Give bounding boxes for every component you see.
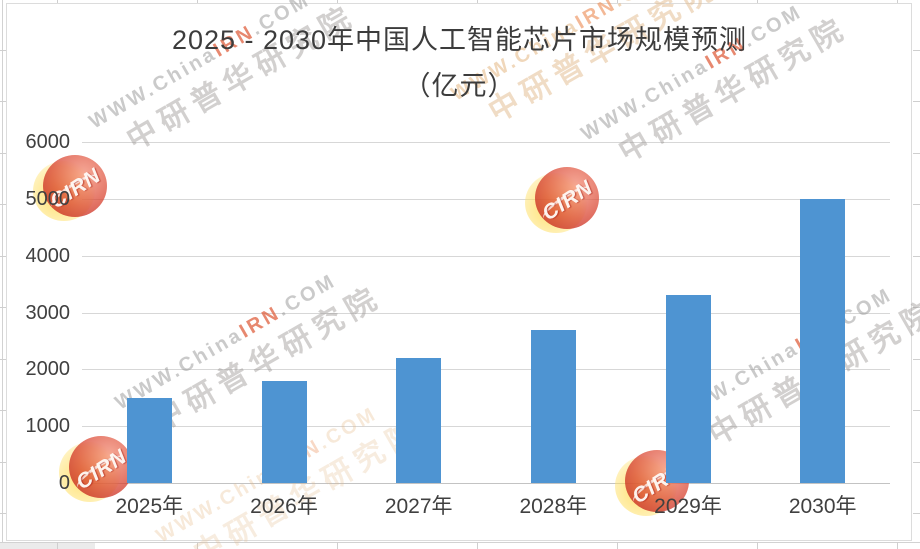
gridline	[82, 426, 890, 428]
sheet-row-border-tick	[0, 204, 8, 205]
gridline	[82, 198, 890, 200]
sheet-row-border-tick	[0, 462, 8, 463]
sheet-column-border-tick	[617, 542, 618, 549]
sheet-row-border-tick	[913, 513, 920, 514]
sheet-row-border-tick	[0, 50, 8, 51]
sheet-column-border-tick	[477, 542, 478, 549]
x-axis-label: 2029年	[654, 495, 722, 518]
sheet-column-border-tick	[617, 0, 618, 3]
y-axis-label: 0	[58, 472, 70, 494]
sheet-row-border-tick	[0, 153, 8, 154]
sheet-row-border-tick	[0, 513, 8, 514]
sheet-row-border-tick	[0, 307, 8, 308]
sheet-row-border-tick	[0, 101, 8, 102]
sheet-gridline-left	[2, 0, 3, 549]
sheet-row-border-tick	[913, 153, 920, 154]
y-axis-label: 1000	[25, 415, 71, 438]
gridline	[82, 255, 890, 257]
sheet-column-border-tick	[337, 0, 338, 3]
chart-title: 2025 - 2030年中国人工智能芯片市场规模预测 （亿元）	[6, 17, 913, 109]
chart-title-line2: （亿元）	[403, 71, 516, 101]
sheet-column-border-tick	[897, 0, 898, 3]
x-axis-label: 2025年	[115, 495, 184, 518]
sheet-column-border-tick	[57, 542, 58, 549]
x-axis-label: 2026年	[250, 495, 318, 518]
chart-title-line1: 2025 - 2030年中国人工智能芯片市场规模预测	[171, 25, 748, 55]
sheet-partial-cell	[0, 543, 95, 549]
sheet-row-border-tick	[0, 256, 8, 257]
x-axis-label: 2027年	[384, 495, 453, 518]
y-axis-label: 3000	[25, 301, 71, 324]
sheet-row-border-tick	[913, 359, 920, 360]
sheet-row-border-tick	[913, 50, 920, 51]
sheet-column-border-tick	[197, 0, 198, 3]
bar[interactable]	[800, 198, 846, 483]
x-axis-label: 2028年	[519, 495, 588, 518]
x-axis-label: 2030年	[788, 495, 857, 518]
bar[interactable]	[530, 329, 576, 483]
sheet-column-border-tick	[197, 542, 198, 549]
bar[interactable]	[126, 397, 172, 484]
sheet-column-border-tick	[897, 542, 898, 549]
bar[interactable]	[665, 295, 711, 483]
gridline	[82, 312, 890, 314]
sheet-row-border-tick	[913, 410, 920, 411]
sheet-row-border-tick	[913, 204, 920, 205]
sheet-column-border-tick	[337, 542, 338, 549]
y-axis-label: 6000	[25, 131, 71, 153]
y-axis-label: 2000	[25, 358, 71, 381]
y-axis-label: 4000	[25, 244, 71, 267]
y-axis-label: 5000	[25, 187, 71, 210]
bar[interactable]	[261, 380, 307, 483]
sheet-row-border-tick	[0, 410, 8, 411]
gridline	[82, 369, 890, 371]
sheet-column-border-tick	[57, 0, 58, 3]
sheet-column-border-tick	[477, 0, 478, 3]
sheet-row-border-tick	[913, 256, 920, 257]
sheet-row-border-tick	[913, 307, 920, 308]
sheet-gridline-bottom	[0, 542, 920, 543]
sheet-row-border-tick	[913, 101, 920, 102]
x-axis-line	[82, 483, 890, 484]
gridline	[82, 142, 890, 143]
sheet-column-border-tick	[757, 542, 758, 549]
sheet-column-border-tick	[757, 0, 758, 3]
sheet-row-border-tick	[913, 462, 920, 463]
bar[interactable]	[396, 358, 442, 483]
sheet-row-border-tick	[0, 359, 8, 360]
